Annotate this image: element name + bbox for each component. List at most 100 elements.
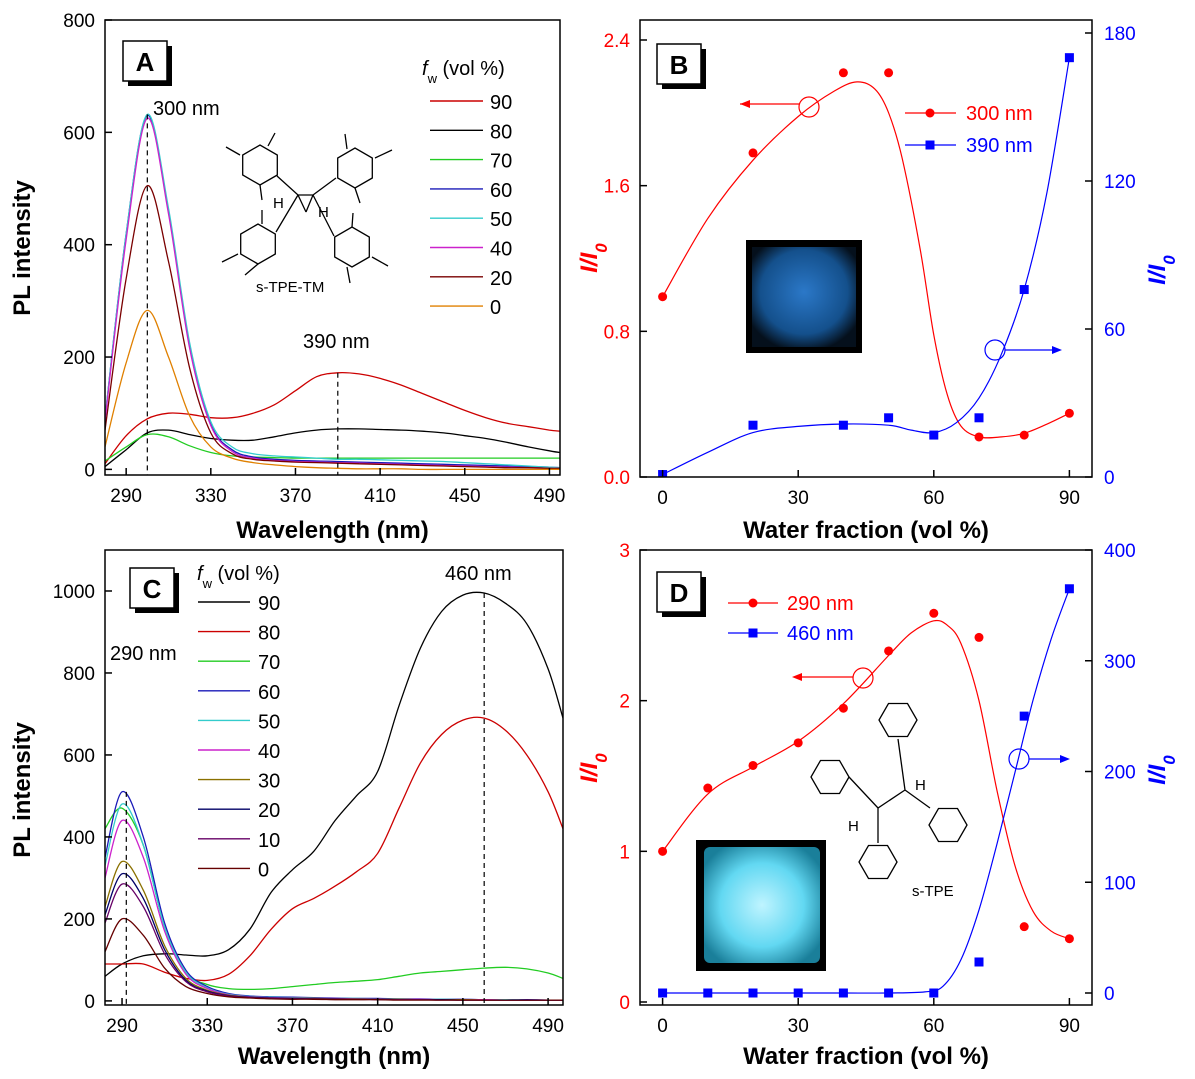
- x-tick-label: 90: [1059, 1016, 1080, 1037]
- y2-tick-label: 180: [1104, 24, 1136, 45]
- y2-tick-label: 0: [1104, 984, 1115, 1005]
- series-line-20: [105, 872, 563, 1001]
- inset-photo-powder: [752, 247, 856, 347]
- benzene-ring: [810, 759, 850, 795]
- y-label-sub: 0: [592, 753, 611, 763]
- panel-letter-box: [656, 43, 702, 85]
- plot-frame: [639, 549, 1093, 1006]
- legend-label-50: 50: [490, 209, 512, 231]
- data-point: [748, 420, 758, 430]
- data-point: [838, 68, 848, 78]
- legend-label-30: 30: [258, 771, 280, 793]
- y-axis-label: I/I0: [576, 753, 611, 783]
- x-axis-label: Water fraction (vol %): [743, 1043, 989, 1070]
- benzene-ring: [858, 844, 898, 880]
- legend-label-0: 0: [490, 297, 501, 319]
- data-point: [929, 988, 939, 998]
- benzene-ring: [928, 807, 968, 843]
- molecule-bonds: [848, 738, 931, 843]
- y-tick-label: 0: [84, 992, 95, 1013]
- fit-curve-290nm: [662, 619, 1070, 940]
- x-tick-label: 290: [110, 486, 142, 507]
- legend-label-20: 20: [258, 800, 280, 822]
- fit-curve-460nm: [662, 588, 1070, 994]
- x-tick-label: 490: [534, 486, 566, 507]
- y-tick-label: 600: [63, 746, 95, 767]
- y-tick-label: 800: [63, 664, 95, 685]
- y-tick-label: 1000: [53, 582, 95, 603]
- legend-marker: [748, 628, 758, 638]
- data-point: [974, 957, 984, 967]
- legend-title-f: f: [422, 58, 430, 80]
- y2-tick-label: 60: [1104, 320, 1125, 341]
- x-tick-label: 410: [364, 486, 396, 507]
- y-label-sub: 0: [592, 243, 611, 253]
- panel-letter-box: [656, 571, 702, 613]
- data-point: [703, 783, 713, 793]
- x-tick-label: 330: [195, 486, 227, 507]
- series-group: [658, 53, 1074, 477]
- legend-label-20: 20: [490, 268, 512, 290]
- data-point: [1064, 584, 1074, 594]
- x-tick-label: 370: [277, 1016, 309, 1037]
- axis-indicator-circle: [1008, 748, 1030, 770]
- series-line-0: [105, 309, 560, 471]
- x-axis-label: Water fraction (vol %): [743, 517, 989, 544]
- y2-label-sub: 0: [1160, 755, 1179, 765]
- methyl-groups: [221, 132, 393, 284]
- data-point: [884, 413, 894, 423]
- right-arrowhead: [1060, 755, 1070, 763]
- legend-label-60: 60: [258, 682, 280, 704]
- legend-title: fw (vol %): [422, 58, 505, 86]
- x-tick-label: 370: [280, 486, 312, 507]
- data-point: [1019, 711, 1029, 721]
- data-point: [974, 432, 984, 442]
- y-tick-label: 2.4: [604, 31, 631, 52]
- legend-label-90: 90: [258, 593, 280, 615]
- data-point: [1019, 922, 1029, 932]
- x-tick-label: 330: [191, 1016, 223, 1037]
- y2-label-i: I/I: [1144, 263, 1171, 284]
- panel-b: 0 30 60 90 0.0 0.8 1.6 2.4 0 60 120 180 Water fracti…: [576, 19, 1179, 544]
- series-line-40: [105, 819, 563, 1001]
- data-point: [838, 703, 848, 713]
- x-tick-label: 60: [923, 1016, 944, 1037]
- molecule-structure: [810, 702, 968, 880]
- data-point: [658, 988, 668, 998]
- x-tick-label: 0: [657, 1016, 668, 1037]
- y-axis-label: I/I0: [576, 243, 611, 273]
- y-tick-label: 0.8: [604, 322, 630, 343]
- y2-tick-label: 400: [1104, 541, 1136, 562]
- data-point: [1019, 430, 1029, 440]
- x-tick-label: 30: [788, 488, 809, 509]
- legend-label-60: 60: [490, 180, 512, 202]
- legend-label-80: 80: [258, 623, 280, 645]
- inset-photo-powder: [704, 847, 820, 963]
- legend-label-1: 390 nm: [966, 135, 1033, 157]
- data-point: [748, 988, 758, 998]
- legend-title-rest: (vol %): [212, 563, 280, 585]
- data-point: [793, 988, 803, 998]
- y-tick-label: 800: [63, 11, 95, 32]
- series-line-20: [105, 185, 560, 469]
- legend-label-0: 290 nm: [787, 593, 854, 615]
- legend-label-70: 70: [258, 652, 280, 674]
- atom-h: H: [273, 195, 284, 212]
- data-point: [884, 646, 894, 656]
- y-axis-label: I/I0: [1144, 755, 1179, 785]
- legend-label-0: 0: [258, 859, 269, 881]
- legend-label-40: 40: [258, 741, 280, 763]
- y-tick-label: 400: [63, 828, 95, 849]
- y2-tick-label: 200: [1104, 763, 1136, 784]
- y-tick-label: 2: [619, 692, 630, 713]
- legend-label-1: 460 nm: [787, 623, 854, 645]
- legend-title-f: f: [197, 563, 205, 585]
- series-line-30: [105, 860, 563, 1001]
- panel-letter-box: [122, 40, 168, 82]
- fit-curve-300nm: [662, 81, 1070, 439]
- axis-indicator-circle: [984, 339, 1006, 361]
- benzene-ring: [242, 144, 278, 186]
- y-label-i: I/I: [576, 251, 603, 272]
